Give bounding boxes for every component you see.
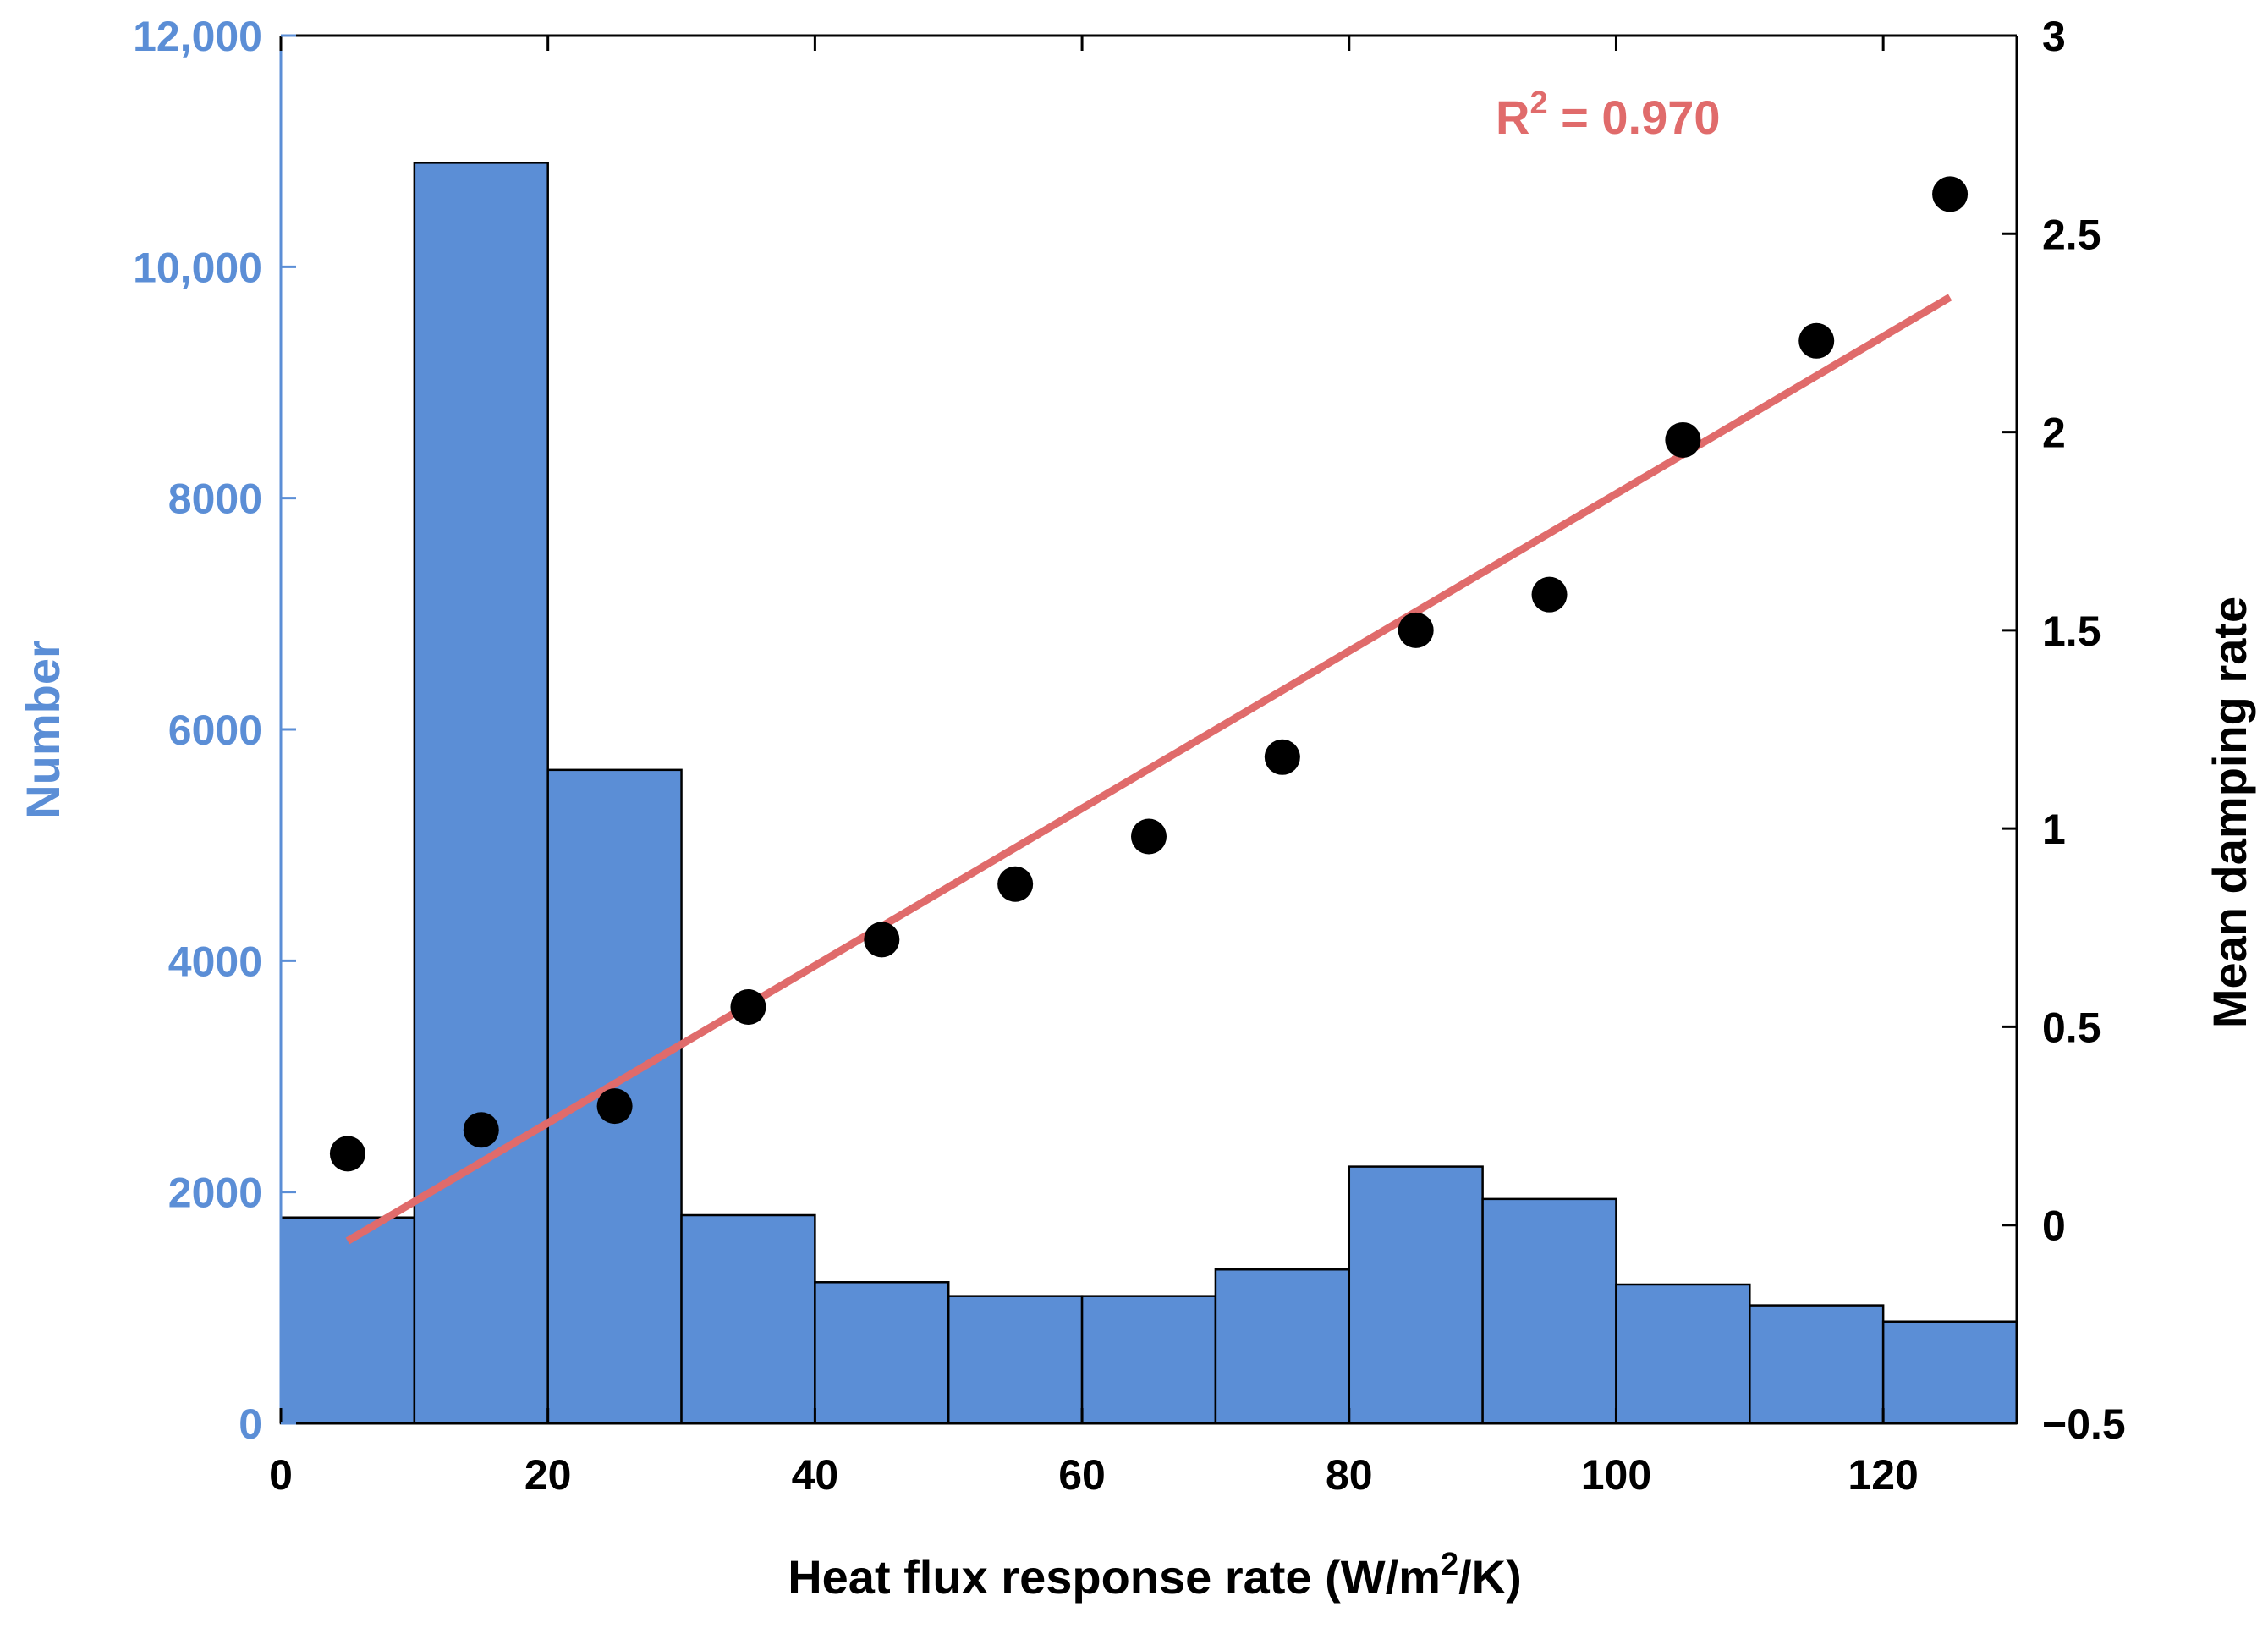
x-tick-label: 100 xyxy=(1581,1451,1651,1499)
scatter-point xyxy=(1531,576,1568,613)
right-tick-label: 2 xyxy=(2042,410,2066,457)
right-tick-label: 1.5 xyxy=(2042,608,2101,655)
histogram-bar xyxy=(680,1213,816,1425)
r-squared-value: = 0.970 xyxy=(1548,91,1721,144)
scatter-point xyxy=(1798,322,1835,359)
scatter-point xyxy=(596,1088,633,1125)
scatter-point xyxy=(864,922,900,958)
left-axis-title: Number xyxy=(16,640,69,819)
r-squared-prefix: R xyxy=(1496,91,1529,144)
histogram-bar xyxy=(1481,1197,1617,1425)
left-tick-label: 0 xyxy=(239,1400,262,1448)
scatter-point xyxy=(1264,739,1300,775)
x-axis-ticks: 0 20 40 60 80 100 120 xyxy=(269,36,1919,1499)
right-tick-label: 1 xyxy=(2042,806,2066,853)
right-tick-label: 0 xyxy=(2042,1202,2066,1250)
scatter-point xyxy=(1398,612,1434,648)
histogram-bar xyxy=(1348,1165,1484,1425)
x-tick-label: 120 xyxy=(1848,1451,1918,1499)
histogram-bars xyxy=(279,162,2018,1425)
x-tick-label: 20 xyxy=(524,1451,572,1499)
scatter-point xyxy=(1932,176,1969,212)
r-squared-annotation: R2 = 0.970 xyxy=(1496,85,1721,144)
histogram-bar xyxy=(1214,1268,1351,1425)
left-axis-ticks: 0 2000 4000 6000 8000 10,000 12,000 xyxy=(133,13,296,1448)
right-axis-ticks: −0.5 0 0.5 1 1.5 2 2.5 3 xyxy=(2002,13,2126,1448)
right-tick-label: 3 xyxy=(2042,13,2066,60)
histogram-bar xyxy=(413,162,549,1425)
r-squared-sup: 2 xyxy=(1529,85,1547,121)
scatter-point xyxy=(997,866,1034,902)
left-tick-label: 8000 xyxy=(168,476,262,523)
histogram-bar xyxy=(1749,1304,1885,1425)
histogram-bar xyxy=(1080,1295,1217,1425)
scatter-point xyxy=(1665,421,1701,458)
x-tick-label: 80 xyxy=(1326,1451,1373,1499)
histogram-bar xyxy=(1881,1320,2018,1425)
left-tick-label: 4000 xyxy=(168,938,262,985)
scatter-point xyxy=(463,1112,499,1148)
x-axis-title-main: Heat flux response rate (W/m xyxy=(788,1550,1441,1604)
x-axis-title-tail: /K) xyxy=(1458,1550,1522,1604)
histogram-bar xyxy=(947,1295,1084,1425)
right-tick-label: −0.5 xyxy=(2042,1400,2126,1448)
x-tick-label: 40 xyxy=(792,1451,839,1499)
histogram-bar xyxy=(279,1216,416,1425)
x-axis-title: Heat flux response rate (W/m2/K) xyxy=(788,1547,1522,1604)
x-tick-label: 0 xyxy=(269,1451,293,1499)
x-tick-label: 60 xyxy=(1058,1451,1106,1499)
left-tick-label: 2000 xyxy=(168,1169,262,1217)
x-axis-title-sup: 2 xyxy=(1441,1547,1458,1582)
scatter-point xyxy=(1131,818,1167,855)
right-tick-label: 0.5 xyxy=(2042,1004,2101,1051)
scatter-point xyxy=(730,989,766,1025)
right-tick-label: 2.5 xyxy=(2042,211,2101,258)
scatter-point xyxy=(329,1136,365,1172)
scatter-points xyxy=(329,176,1969,1172)
left-tick-label: 6000 xyxy=(168,707,262,754)
left-tick-label: 10,000 xyxy=(133,244,262,291)
histogram-bar xyxy=(1615,1283,1751,1425)
right-axis-title: Mean damping rate xyxy=(2203,597,2256,1028)
left-tick-label: 12,000 xyxy=(133,13,262,60)
histogram-bar xyxy=(814,1281,950,1425)
